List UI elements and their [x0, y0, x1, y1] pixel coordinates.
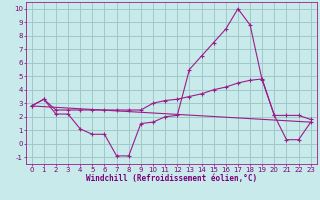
X-axis label: Windchill (Refroidissement éolien,°C): Windchill (Refroidissement éolien,°C)	[86, 174, 257, 183]
